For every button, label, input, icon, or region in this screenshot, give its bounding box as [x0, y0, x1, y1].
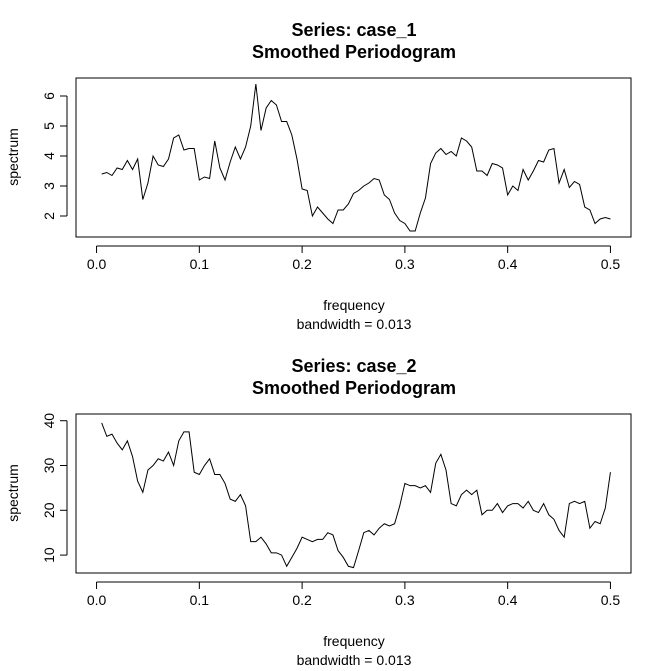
- y-tick-label: 30: [41, 458, 57, 474]
- x-tick-label: 0.3: [395, 592, 415, 608]
- bandwidth-label: bandwidth = 0.013: [297, 316, 412, 332]
- chart-panel-case-1: Series: case_1 Smoothed Periodogram 0.0 0…: [5, 20, 632, 332]
- series-line: [101, 422, 611, 569]
- x-tick-label: 0.2: [292, 256, 312, 272]
- x-tick-label: 0.5: [601, 592, 621, 608]
- x-tick-label: 0.0: [87, 592, 107, 608]
- x-tick-label: 0.4: [498, 256, 518, 272]
- x-axis: 0.0 0.1 0.2 0.3 0.4 0.5: [87, 245, 621, 272]
- y-tick-label: 10: [41, 547, 57, 563]
- chart-subtitle: Smoothed Periodogram: [252, 42, 456, 62]
- bandwidth-label: bandwidth = 0.013: [297, 652, 412, 668]
- y-tick-label: 20: [41, 502, 57, 518]
- x-tick-label: 0.3: [395, 256, 415, 272]
- x-tick-label: 0.0: [87, 256, 107, 272]
- series-line: [101, 83, 611, 232]
- y-axis-label: spectrum: [5, 128, 21, 186]
- plot-frame: [75, 413, 632, 574]
- y-tick-label: 4: [41, 152, 57, 160]
- plot-frame: [75, 77, 632, 238]
- x-tick-label: 0.2: [292, 592, 312, 608]
- chart-title: Series: case_2: [291, 356, 416, 376]
- y-tick-label: 5: [41, 122, 57, 130]
- y-axis: 2 3 4 5 6: [41, 92, 68, 220]
- chart-panel-case-2: Series: case_2 Smoothed Periodogram 0.0 0…: [5, 356, 632, 668]
- x-tick-label: 0.5: [601, 256, 621, 272]
- x-tick-label: 0.1: [190, 256, 210, 272]
- x-axis-label: frequency: [323, 633, 384, 649]
- y-axis-label: spectrum: [5, 464, 21, 522]
- x-tick-label: 0.1: [190, 592, 210, 608]
- y-tick-label: 40: [41, 413, 57, 429]
- chart-title: Series: case_1: [291, 20, 416, 40]
- x-axis-label: frequency: [323, 297, 384, 313]
- x-axis: 0.0 0.1 0.2 0.3 0.4 0.5: [87, 581, 621, 608]
- x-tick-label: 0.4: [498, 592, 518, 608]
- y-tick-label: 3: [41, 182, 57, 190]
- y-tick-label: 2: [41, 212, 57, 220]
- y-axis: 10 20 30 40: [41, 413, 68, 563]
- y-tick-label: 6: [41, 92, 57, 100]
- chart-subtitle: Smoothed Periodogram: [252, 378, 456, 398]
